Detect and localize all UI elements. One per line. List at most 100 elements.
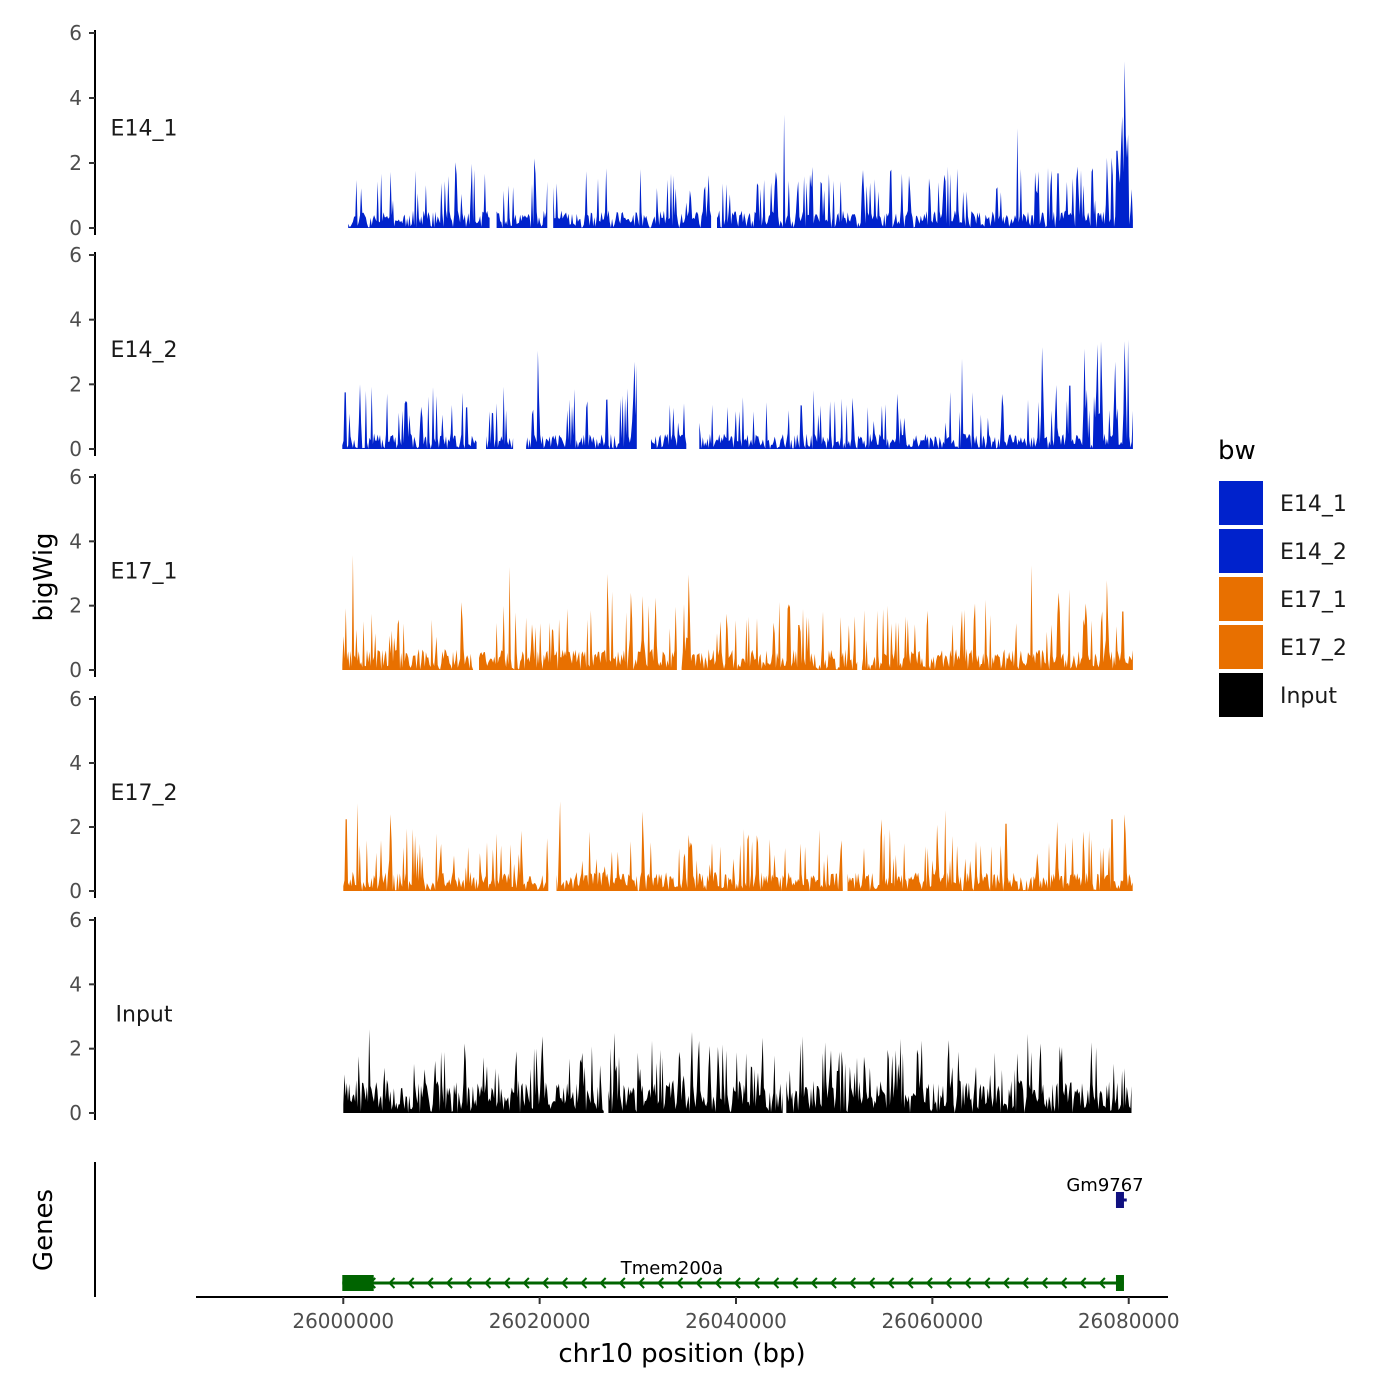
y-tick-label: 0	[69, 216, 82, 240]
strand-arrow	[772, 1277, 780, 1289]
signal-area	[717, 61, 1133, 228]
x-tick-label: 26000000	[292, 1309, 394, 1333]
strand-arrow	[522, 1277, 530, 1289]
strand-arrow	[829, 1277, 837, 1289]
track-e14-2: 0 2 4 6 E14_2	[69, 243, 1133, 461]
x-tick-label: 26020000	[489, 1309, 591, 1333]
legend-key-input	[1219, 673, 1263, 717]
legend-label: E14_1	[1280, 492, 1347, 517]
legend-label: Input	[1280, 684, 1337, 709]
strand-arrow	[426, 1277, 434, 1289]
strand-arrow	[637, 1277, 645, 1289]
track-input: 0 2 4 6 Input	[69, 908, 1132, 1125]
track-e17-1: 0 2 4 6 E17_1	[69, 465, 1133, 682]
signal-area	[342, 384, 477, 449]
signal-area	[608, 1031, 783, 1113]
y-axis-title: bigWig	[29, 532, 59, 621]
strand-arrow	[848, 1277, 856, 1289]
signal-area	[526, 350, 637, 449]
track-e14-1: 0 2 4 6 E14_1	[69, 21, 1133, 240]
x-tick-label: 26040000	[685, 1309, 787, 1333]
strand-arrow	[752, 1277, 760, 1289]
track-label: E17_1	[111, 559, 178, 584]
signal-area	[348, 162, 490, 228]
y-tick-label: 6	[69, 465, 82, 489]
strand-arrow	[868, 1277, 876, 1289]
x-tick-label: 26080000	[1078, 1309, 1180, 1333]
x-axis-title: chr10 position (bp)	[558, 1339, 805, 1369]
y-tick-label: 2	[69, 151, 82, 175]
x-axis: 26000000 26020000 26040000 26060000 26080000	[196, 1296, 1180, 1333]
strand-arrow	[1002, 1277, 1010, 1289]
signal-area	[343, 1029, 604, 1113]
signal-area	[681, 574, 858, 670]
strand-arrow	[541, 1277, 549, 1289]
strand-arrow	[580, 1277, 588, 1289]
legend-key-e14-1	[1219, 481, 1263, 525]
gene-gm9767: Gm9767	[1066, 1175, 1144, 1208]
y-tick-label: 4	[69, 86, 82, 110]
strand-arrow	[887, 1277, 895, 1289]
y-tick-label: 0	[69, 437, 82, 461]
strand-arrow	[810, 1277, 818, 1289]
strand-arrow	[1021, 1277, 1029, 1289]
strand-arrow	[1040, 1277, 1048, 1289]
signal-area	[651, 403, 687, 449]
track-label: E17_2	[111, 781, 178, 806]
track-label: E14_2	[111, 338, 178, 363]
legend-label: E14_2	[1280, 540, 1347, 565]
strand-arrow	[925, 1277, 933, 1289]
legend-label: E17_1	[1280, 588, 1347, 613]
y-tick-label: 2	[69, 1037, 82, 1061]
y-tick-label: 4	[69, 529, 82, 553]
gene-label: Tmem200a	[620, 1258, 724, 1279]
gene-tmem200a: Tmem200a	[342, 1258, 1124, 1291]
strand-arrow	[983, 1277, 991, 1289]
y-tick-label: 2	[69, 815, 82, 839]
strand-arrow	[1079, 1277, 1087, 1289]
strand-arrow	[676, 1277, 684, 1289]
signal-area	[699, 339, 1133, 449]
strand-arrow	[1060, 1277, 1068, 1289]
y-tick-label: 2	[69, 594, 82, 618]
gene-track: Tmem200a Gm9767	[94, 1162, 1144, 1297]
signal-area	[553, 168, 712, 228]
y-tick-label: 2	[69, 372, 82, 396]
strand-arrow	[791, 1277, 799, 1289]
genes-axis-title: Genes	[29, 1189, 59, 1271]
signal-area	[786, 1033, 1132, 1113]
y-tick-label: 4	[69, 308, 82, 332]
y-tick-label: 0	[69, 1101, 82, 1125]
legend-title: bw	[1218, 436, 1256, 466]
x-tick-label: 26060000	[881, 1309, 983, 1333]
legend-label: E17_2	[1280, 636, 1347, 661]
strand-arrow	[445, 1277, 453, 1289]
legend: bw E14_1 E14_2 E17_1 E17_2 Input	[1218, 436, 1347, 717]
legend-key-e14-2	[1219, 529, 1263, 573]
y-tick-label: 0	[69, 879, 82, 903]
signal-tracks: 0 2 4 6 E14_1 0 2 4 6 E14_2 0 2 4 6 E17_1 0 2 4 6 E17_2 0 2 4 6…	[69, 21, 1133, 1125]
strand-arrow	[733, 1277, 741, 1289]
y-tick-label: 4	[69, 751, 82, 775]
signal-area	[496, 158, 548, 228]
signal-area	[479, 566, 677, 670]
strand-arrow	[503, 1277, 511, 1289]
track-label: Input	[116, 1002, 173, 1027]
signal-area	[343, 803, 549, 891]
exon	[342, 1275, 374, 1291]
strand-arrow	[906, 1277, 914, 1289]
strand-arrow	[656, 1277, 664, 1289]
strand-arrow	[1098, 1277, 1106, 1289]
signal-area	[486, 386, 514, 449]
y-tick-label: 6	[69, 908, 82, 932]
track-label: E14_1	[111, 116, 178, 141]
y-tick-label: 4	[69, 972, 82, 996]
signal-area	[861, 565, 1133, 670]
strand-arrow	[388, 1277, 396, 1289]
strand-arrow	[560, 1277, 568, 1289]
strand-arrow	[599, 1277, 607, 1289]
signal-area	[556, 801, 843, 891]
legend-key-e17-2	[1219, 625, 1263, 669]
strand-arrow	[944, 1277, 952, 1289]
